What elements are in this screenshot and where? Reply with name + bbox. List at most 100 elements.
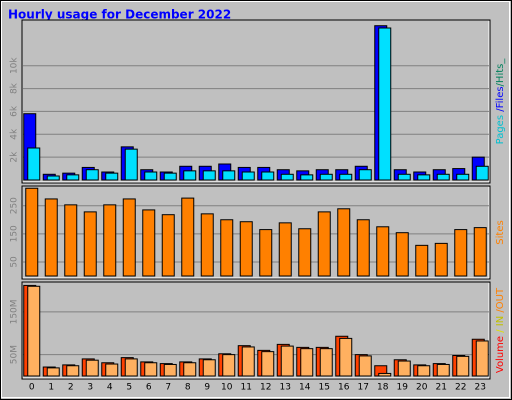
bar — [415, 244, 429, 277]
y-tick-label: 50M — [10, 345, 20, 364]
bar — [358, 355, 372, 377]
bar — [300, 174, 314, 181]
x-tick-label: 4 — [107, 383, 113, 393]
bar — [475, 340, 489, 377]
bar — [319, 348, 333, 377]
bar — [105, 363, 119, 377]
side-label-part: Volume — [495, 336, 506, 373]
bar — [278, 222, 292, 277]
y-tick-label: 150M — [10, 299, 20, 324]
x-tick-label: 11 — [241, 383, 252, 393]
x-tick-label: 8 — [185, 383, 191, 393]
y-tick-label: 50 — [10, 256, 20, 268]
bar — [337, 208, 351, 277]
side-label-part: OUT — [495, 287, 506, 309]
bar — [124, 148, 138, 181]
side-label: Volume / IN /OUT — [495, 287, 506, 373]
x-tick-label: 14 — [299, 383, 311, 393]
bar — [454, 229, 468, 277]
x-tick-label: 0 — [29, 383, 35, 393]
x-tick-label: 16 — [338, 383, 350, 393]
y-tick-label: 10k — [10, 57, 20, 74]
bar — [105, 172, 119, 181]
bar — [222, 170, 236, 181]
bar — [241, 346, 255, 377]
bar — [456, 355, 470, 377]
y-tick-label: 6k — [10, 105, 20, 117]
bar — [183, 362, 197, 377]
bar — [144, 362, 158, 377]
bar — [300, 348, 314, 377]
bar — [163, 363, 177, 377]
x-tick-label: 15 — [319, 383, 330, 393]
bar — [122, 198, 136, 277]
x-tick-label: 22 — [455, 383, 466, 393]
bar — [103, 204, 117, 277]
bar — [456, 173, 470, 181]
x-tick-label: 10 — [221, 383, 233, 393]
bar — [339, 337, 353, 377]
bar — [378, 372, 392, 377]
bar — [358, 169, 372, 181]
bar — [66, 365, 80, 377]
bar — [83, 211, 97, 277]
x-tick-label: 2 — [68, 383, 74, 393]
bar — [142, 209, 156, 277]
bar — [239, 221, 253, 277]
chart-title: Hourly usage for December 2022 — [8, 8, 231, 22]
y-tick-label: 2k — [10, 151, 20, 163]
bar — [163, 172, 177, 181]
bar — [317, 211, 331, 277]
bar — [261, 351, 275, 377]
x-tick-label: 5 — [126, 383, 132, 393]
x-tick-label: 13 — [280, 383, 291, 393]
bar — [436, 363, 450, 377]
panel — [21, 281, 491, 380]
y-tick-label: 8k — [10, 82, 20, 94]
bar — [417, 365, 431, 377]
bar — [161, 214, 175, 277]
bar — [144, 171, 158, 181]
x-tick-label: 18 — [377, 383, 389, 393]
x-tick-label: 21 — [436, 383, 447, 393]
side-label-part: Files — [495, 86, 506, 108]
side-label: Sites — [495, 220, 506, 244]
bar — [319, 173, 333, 181]
side-label-part: / — [495, 309, 506, 316]
x-tick-label: 20 — [416, 383, 428, 393]
bar — [339, 173, 353, 181]
bar — [202, 359, 216, 377]
bar — [124, 358, 138, 377]
bar — [25, 187, 39, 277]
bar — [397, 360, 411, 377]
bar — [280, 345, 294, 377]
bar — [200, 213, 214, 277]
bar — [46, 367, 60, 377]
bar — [27, 147, 41, 181]
panel — [21, 185, 491, 280]
x-tick-label: 1 — [48, 383, 54, 393]
bar — [183, 170, 197, 181]
bar — [298, 228, 312, 277]
y-tick-label: 150 — [10, 225, 20, 242]
bar — [66, 174, 80, 181]
side-label-part: IN — [495, 316, 506, 326]
bar — [397, 173, 411, 181]
bar — [436, 173, 450, 181]
panel — [21, 19, 491, 184]
bar — [181, 197, 195, 277]
bar — [376, 226, 390, 277]
y-tick-label: 4k — [10, 128, 20, 140]
bar — [202, 170, 216, 181]
bar — [222, 354, 236, 377]
x-tick-label: 7 — [165, 383, 171, 393]
bar — [434, 242, 448, 277]
bar — [46, 175, 60, 181]
x-tick-label: 17 — [358, 383, 369, 393]
bar — [261, 171, 275, 181]
bar — [64, 204, 78, 277]
bar — [280, 173, 294, 181]
y-tick-label: 250 — [10, 197, 20, 214]
